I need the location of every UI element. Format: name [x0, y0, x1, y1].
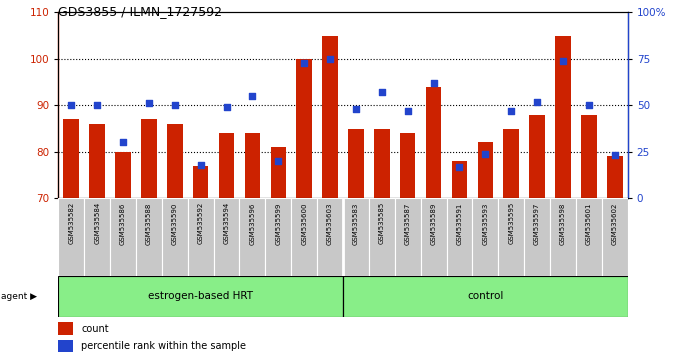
Bar [245, 133, 260, 198]
Bar [504, 129, 519, 198]
Bar [451, 161, 467, 198]
Point [532, 99, 543, 104]
Bar [58, 340, 73, 352]
Bar [239, 198, 265, 276]
Point [454, 164, 465, 170]
Point [196, 162, 206, 168]
Point [480, 151, 491, 156]
Point [351, 106, 362, 112]
Bar [477, 143, 493, 198]
Point [506, 108, 517, 114]
Text: GSM535582: GSM535582 [68, 202, 74, 244]
Point [324, 56, 335, 62]
Point [377, 90, 388, 95]
Text: GDS3855 / ILMN_1727592: GDS3855 / ILMN_1727592 [58, 5, 222, 18]
Bar [421, 198, 447, 276]
Point [221, 104, 232, 110]
Text: GSM535591: GSM535591 [456, 202, 462, 245]
Bar [270, 147, 286, 198]
Point [66, 103, 77, 108]
Bar [555, 36, 571, 198]
Bar [524, 198, 550, 276]
Point [428, 80, 439, 86]
Bar [58, 198, 84, 276]
Point [609, 153, 620, 158]
Bar [64, 119, 79, 198]
Point [298, 60, 309, 65]
Text: estrogen-based HRT: estrogen-based HRT [148, 291, 253, 302]
Bar [576, 198, 602, 276]
Bar [473, 198, 498, 276]
Bar [447, 198, 473, 276]
Text: GSM535585: GSM535585 [379, 202, 385, 244]
Point [92, 103, 103, 108]
Bar [322, 36, 338, 198]
Bar [394, 198, 421, 276]
Bar [292, 198, 317, 276]
Point [402, 108, 413, 114]
Text: GSM535601: GSM535601 [586, 202, 592, 245]
Bar [167, 124, 182, 198]
Bar [498, 198, 524, 276]
Text: GSM535586: GSM535586 [120, 202, 126, 245]
Point [558, 58, 569, 64]
Point [169, 103, 180, 108]
Bar [530, 115, 545, 198]
Bar [317, 198, 343, 276]
Text: GSM535589: GSM535589 [431, 202, 436, 245]
Bar [141, 119, 156, 198]
Bar [213, 198, 239, 276]
Text: agent ▶: agent ▶ [1, 292, 37, 301]
Bar [188, 198, 213, 276]
Bar [162, 198, 188, 276]
Text: GSM535600: GSM535600 [301, 202, 307, 245]
Text: percentile rank within the sample: percentile rank within the sample [81, 341, 246, 351]
Text: GSM535594: GSM535594 [224, 202, 230, 244]
Text: GSM535593: GSM535593 [482, 202, 488, 245]
Bar [426, 87, 441, 198]
Point [117, 140, 128, 145]
Bar [550, 198, 576, 276]
Text: GSM535602: GSM535602 [612, 202, 618, 245]
Bar [400, 133, 416, 198]
Bar [136, 198, 162, 276]
Bar [369, 198, 394, 276]
Bar [219, 133, 235, 198]
Point [583, 103, 594, 108]
Text: GSM535590: GSM535590 [172, 202, 178, 245]
Text: GSM535603: GSM535603 [327, 202, 333, 245]
Bar [348, 129, 364, 198]
Bar [607, 156, 622, 198]
Bar [115, 152, 131, 198]
Point [247, 93, 258, 99]
Text: control: control [467, 291, 504, 302]
Text: GSM535596: GSM535596 [250, 202, 255, 245]
Bar [602, 198, 628, 276]
Text: GSM535595: GSM535595 [508, 202, 514, 244]
Bar [110, 198, 136, 276]
Point [143, 101, 154, 106]
Text: GSM535592: GSM535592 [198, 202, 204, 244]
Bar [343, 276, 628, 317]
Text: GSM535584: GSM535584 [94, 202, 100, 244]
Text: GSM535587: GSM535587 [405, 202, 411, 245]
Text: GSM535588: GSM535588 [146, 202, 152, 245]
Bar [84, 198, 110, 276]
Bar [265, 198, 292, 276]
Bar [58, 276, 343, 317]
Text: GSM535598: GSM535598 [560, 202, 566, 245]
Text: GSM535597: GSM535597 [534, 202, 540, 245]
Bar [581, 115, 597, 198]
Bar [296, 59, 312, 198]
Text: GSM535583: GSM535583 [353, 202, 359, 245]
Bar [58, 322, 73, 335]
Bar [89, 124, 105, 198]
Text: count: count [81, 324, 108, 333]
Text: GSM535599: GSM535599 [275, 202, 281, 245]
Bar [374, 129, 390, 198]
Bar [193, 166, 209, 198]
Bar [343, 198, 369, 276]
Point [273, 158, 284, 164]
